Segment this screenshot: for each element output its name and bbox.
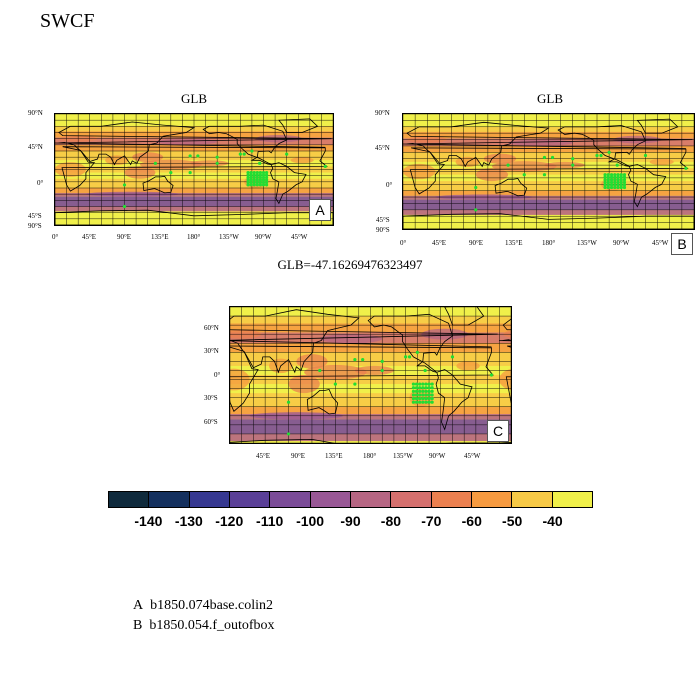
panel-b-lon-tick: 45°E (432, 239, 447, 247)
colorbar-swatch (310, 492, 351, 507)
colorbar-swatch (270, 492, 311, 507)
panel-a-lon-tick: 45°W (291, 233, 308, 241)
colorbar-swatch (512, 492, 553, 507)
colorbar-label: -40 (542, 513, 563, 529)
colorbar-label: -80 (380, 513, 402, 529)
panel-b-letter: B (671, 233, 693, 255)
colorbar-label: -120 (215, 513, 244, 529)
panel-b-lat-tick: 90°N (375, 109, 390, 117)
panel-c-letter: C (487, 420, 509, 442)
panel-a-lon-tick: 180° (187, 233, 201, 241)
panel-a-lon-tick: 45°E (82, 233, 97, 241)
legend-name: b1850.074base.colin2 (150, 598, 273, 613)
colorbar-swatch (229, 492, 271, 507)
map-canvas (403, 114, 694, 229)
panel-a-lat-tick: 45°N (28, 143, 43, 151)
panel-c-lon-tick: 90°E (291, 452, 306, 460)
panel-b-lat-tick: 45°N (375, 144, 390, 152)
colorbar-swatch (552, 492, 592, 507)
colorbar-swatch (149, 492, 190, 507)
legend-key: B (133, 618, 143, 633)
colorbar-label: -140 (134, 513, 163, 529)
colorbar-label: -100 (296, 513, 325, 529)
panel-a-lon-tick: 135°E (151, 233, 169, 241)
colorbar-label: -70 (421, 513, 442, 529)
panel-b-lon-tick: 0° (400, 239, 407, 247)
colorbar-swatch (391, 492, 432, 507)
panel-b-lon-tick: 90°W (613, 239, 630, 247)
panel-c-lat-tick: 30°N (204, 347, 219, 355)
panel-a-lon-tick: 90°E (117, 233, 132, 241)
map-panel-c (229, 306, 512, 444)
panel-b-lon-tick: 135°W (577, 239, 597, 247)
panel-b-lon-tick: 135°E (505, 239, 523, 247)
panel-b-lon-tick: 45°W (652, 239, 669, 247)
panel-a-lon-tick: 135°W (219, 233, 239, 241)
colorbar-label: -60 (461, 513, 482, 529)
panel-a-letter: A (309, 199, 331, 221)
panel-a-lon-tick: 90°W (255, 233, 272, 241)
map-canvas (230, 307, 511, 443)
map-panel-b (402, 113, 695, 230)
panel-c-lon-tick: 45°W (464, 452, 481, 460)
panel-c-lat-tick: 60°N (204, 324, 219, 332)
panel-a-title: GLB (181, 91, 207, 106)
panel-a-lat-tick: 0° (37, 179, 44, 187)
panel-c-lon-tick: 180° (363, 452, 377, 460)
colorbar (108, 491, 593, 508)
panel-a-lat-tick: 45°S (28, 212, 42, 220)
panel-b-lat-tick: 45°S (376, 216, 390, 224)
panel-b-lon-tick: 180° (542, 239, 556, 247)
page-title: SWCF (40, 10, 95, 32)
panel-a-lat-tick: 90°S (28, 222, 42, 230)
colorbar-swatch (431, 492, 472, 507)
colorbar-label: -50 (502, 513, 523, 529)
colorbar-label: -90 (340, 513, 361, 529)
map-panel-a (54, 113, 334, 226)
colorbar-swatch (109, 492, 150, 507)
panel-a-lat-tick: 90°N (28, 109, 43, 117)
panel-c-lon-tick: 135°W (393, 452, 413, 460)
map-canvas (55, 114, 333, 225)
colorbar-label: -110 (256, 513, 284, 529)
panel-c-lon-tick: 135°E (325, 452, 343, 460)
panel-b-title: GLB (537, 91, 563, 106)
panel-c-lat-tick: 0° (214, 371, 221, 379)
panel-c-title: GLB=-47.16269476323497 (277, 257, 423, 272)
colorbar-swatch (189, 492, 230, 507)
panel-c-lat-tick: 30°S (204, 394, 218, 402)
panel-b-lat-tick: 0° (386, 181, 393, 189)
legend-entry-a: A b1850.074base.colin2 (133, 598, 273, 614)
legend-key: A (133, 598, 144, 613)
legend-entry-b: B b1850.054.f_outofbox (133, 618, 275, 634)
panel-b-lat-tick: 90°S (376, 226, 390, 234)
legend-name: b1850.054.f_outofbox (149, 618, 275, 633)
colorbar-swatch (350, 492, 392, 507)
panel-b-lon-tick: 90°E (469, 239, 484, 247)
colorbar-swatch (471, 492, 513, 507)
panel-c-lon-tick: 90°W (429, 452, 446, 460)
panel-c-lat-tick: 60°S (204, 418, 218, 426)
panel-a-lon-tick: 0° (52, 233, 59, 241)
panel-c-lon-tick: 45°E (256, 452, 271, 460)
colorbar-label: -130 (174, 513, 203, 529)
